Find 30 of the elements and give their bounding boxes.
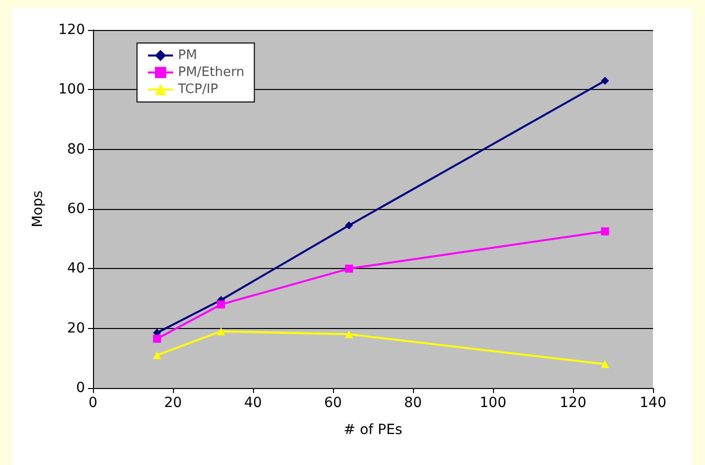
point: [153, 351, 161, 360]
x-tick-label: 100: [480, 395, 506, 411]
point: [153, 334, 161, 343]
legend-label: PM/Ethern: [178, 65, 244, 80]
legend-label: PM: [178, 48, 198, 63]
point: [601, 76, 609, 85]
point: [601, 227, 609, 236]
x-tick-label: 80: [404, 395, 422, 411]
legend-label: TCP/IP: [177, 82, 218, 97]
x-tick-label: 40: [244, 395, 262, 411]
point: [345, 330, 353, 338]
y-tick-label: 60: [67, 201, 85, 217]
point: [217, 327, 225, 336]
point: [345, 264, 353, 273]
x-tick-label: 60: [324, 395, 342, 411]
y-tick-label: 0: [76, 380, 85, 396]
y-tick-label: 20: [67, 320, 85, 336]
x-tick-label: 140: [640, 395, 666, 411]
y-axis-title: Mops: [30, 190, 46, 228]
y-tick-label: 120: [58, 22, 85, 38]
point: [345, 221, 353, 230]
x-tick-label: 120: [560, 395, 586, 411]
x-tick-label: 20: [164, 395, 182, 411]
x-axis-title: # of PEs: [344, 422, 402, 438]
point: [601, 360, 609, 368]
point: [217, 300, 225, 308]
y-tick-label: 100: [58, 82, 85, 98]
y-tick-label: 40: [67, 260, 85, 277]
x-tick-label: 0: [88, 395, 98, 411]
y-tick-label: 80: [67, 141, 85, 158]
